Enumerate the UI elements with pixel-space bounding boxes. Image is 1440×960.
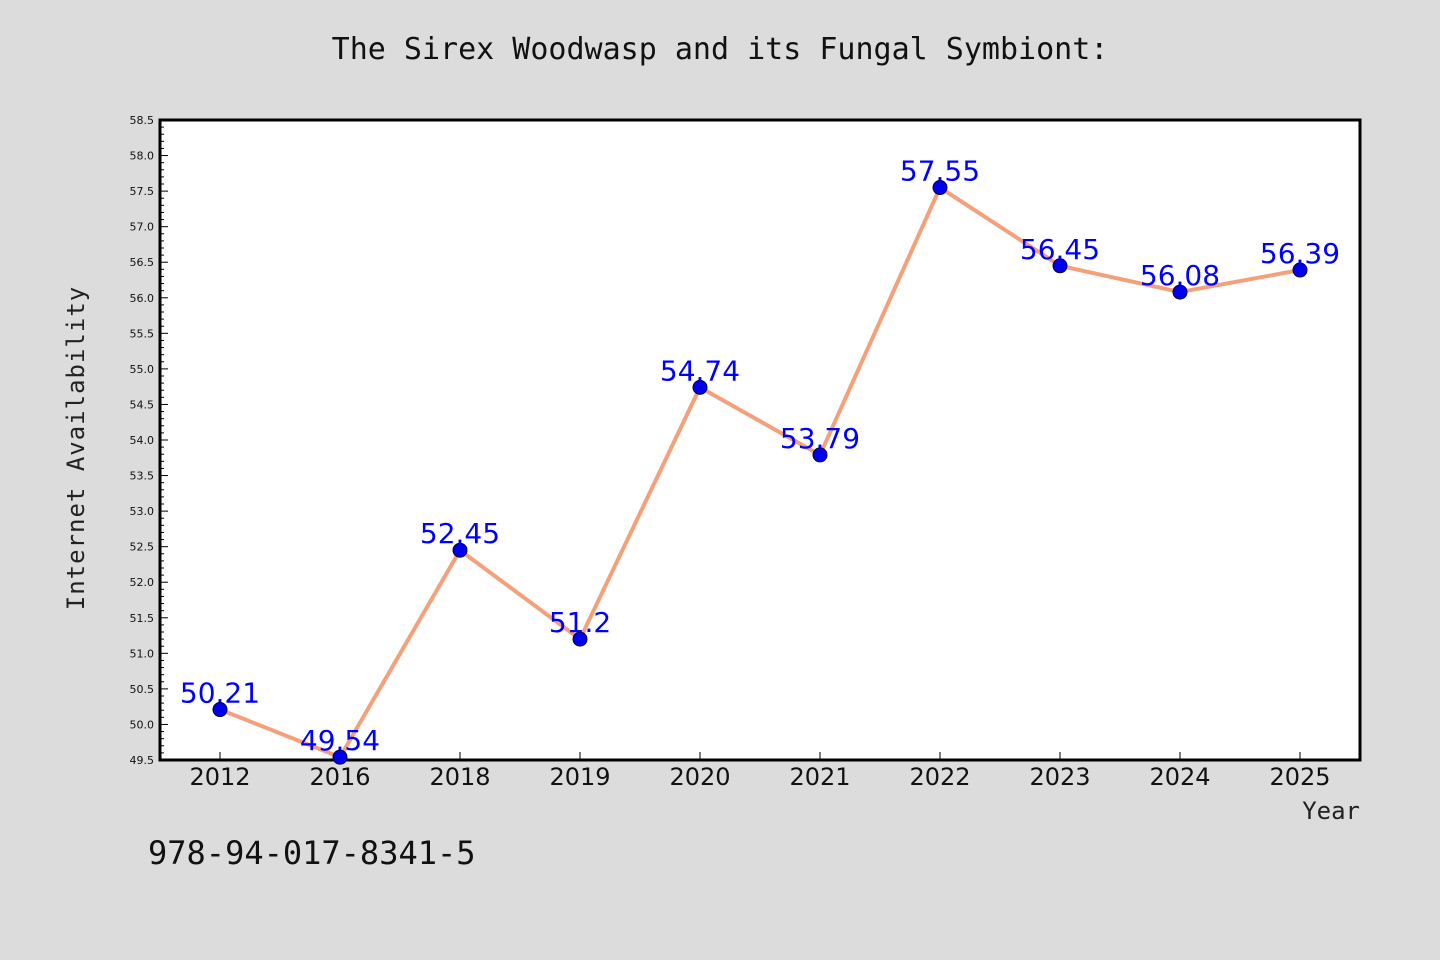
y-tick-label: 56.0	[130, 292, 155, 305]
y-tick-label: 50.5	[130, 683, 155, 696]
x-axis-label: Year	[1302, 797, 1360, 825]
data-point	[452, 542, 468, 558]
isbn-footer: 978-94-017-8341-5	[148, 834, 476, 872]
data-label: 53.79	[780, 422, 860, 455]
chart-title: The Sirex Woodwasp and its Fungal Symbio…	[331, 32, 1109, 67]
y-tick-label: 55.5	[130, 327, 155, 340]
data-point	[932, 180, 948, 196]
data-point	[1172, 284, 1188, 300]
data-label: 56.45	[1020, 233, 1100, 266]
y-tick-label: 57.5	[130, 185, 155, 198]
data-point	[212, 702, 228, 718]
data-label: 54.74	[660, 354, 740, 387]
y-tick-label: 51.5	[130, 612, 155, 625]
y-tick-label: 54.5	[130, 398, 155, 411]
y-tick-label: 58.5	[130, 114, 155, 127]
x-tick-label: 2025	[1269, 763, 1330, 791]
data-label: 50.21	[180, 677, 260, 710]
data-label: 52.45	[420, 517, 500, 550]
data-point	[812, 447, 828, 463]
data-point	[692, 379, 708, 395]
x-tick-label: 2020	[669, 763, 730, 791]
plot-area	[158, 118, 1362, 762]
y-tick-label: 53.0	[130, 505, 155, 518]
x-tick-label: 2022	[909, 763, 970, 791]
series-line	[219, 185, 1301, 760]
y-tick-label: 55.0	[130, 363, 155, 376]
x-tick-label: 2012	[189, 763, 250, 791]
x-tick-label: 2018	[429, 763, 490, 791]
y-tick-label: 54.0	[130, 434, 155, 447]
x-tick-label: 2023	[1029, 763, 1090, 791]
data-label: 57.55	[900, 155, 980, 188]
data-point	[1052, 258, 1068, 274]
x-tick-label: 2024	[1149, 763, 1210, 791]
data-point	[1292, 262, 1308, 278]
x-tick-label: 2021	[789, 763, 850, 791]
data-point	[572, 631, 588, 647]
y-tick-label: 49.5	[130, 754, 155, 767]
y-tick-label: 50.0	[130, 718, 155, 731]
data-label: 56.08	[1140, 259, 1220, 292]
data-point	[332, 749, 348, 765]
y-tick-label: 51.0	[130, 647, 155, 660]
y-tick-label: 52.5	[130, 541, 155, 554]
x-tick-label: 2016	[309, 763, 370, 791]
y-tick-label: 58.0	[130, 150, 155, 163]
data-label: 56.39	[1260, 237, 1340, 270]
data-label: 51.2	[549, 606, 611, 639]
data-label: 49.54	[300, 724, 380, 757]
x-tick-label: 2019	[549, 763, 610, 791]
y-tick-label: 52.0	[130, 576, 155, 589]
y-tick-label: 57.0	[130, 221, 155, 234]
y-tick-label: 56.5	[130, 256, 155, 269]
y-tick-label: 53.5	[130, 470, 155, 483]
